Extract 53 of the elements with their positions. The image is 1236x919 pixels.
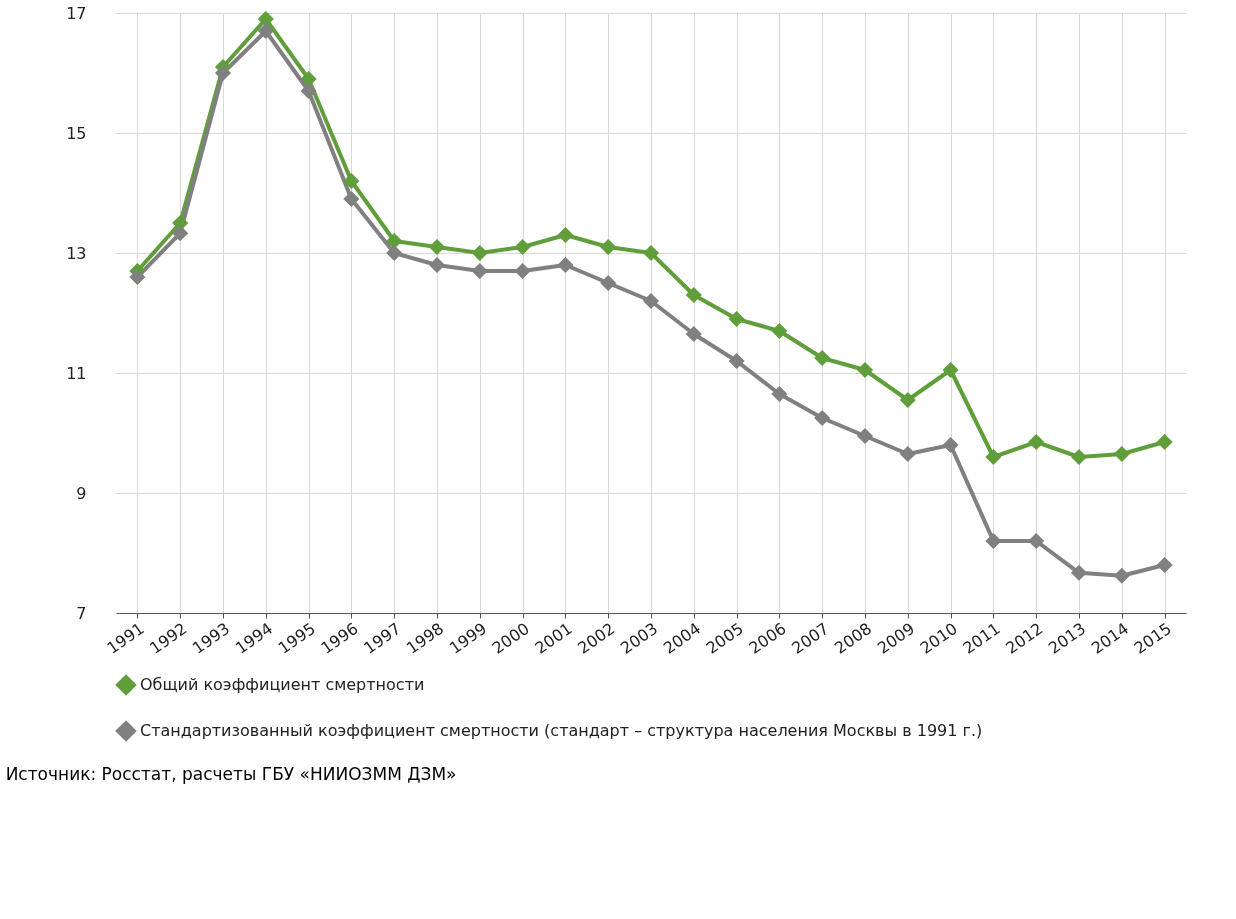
point bbox=[685, 286, 702, 304]
point bbox=[343, 190, 360, 208]
y-tick-label: 17 bbox=[66, 3, 87, 23]
point bbox=[728, 310, 745, 328]
point bbox=[1028, 433, 1045, 451]
point bbox=[899, 445, 916, 463]
point bbox=[428, 256, 446, 274]
point bbox=[343, 172, 360, 190]
y-tick-label: 11 bbox=[66, 363, 87, 383]
point bbox=[899, 391, 916, 409]
point bbox=[471, 262, 488, 280]
legend-label: Общий коэффициент смертности bbox=[140, 675, 425, 694]
point bbox=[1156, 556, 1173, 574]
point bbox=[257, 22, 274, 40]
point bbox=[600, 238, 617, 256]
text: Источник: Росстат, расчеты ГБУ «НИИОЗММ ДЗМ» bbox=[5, 764, 457, 784]
point bbox=[600, 274, 617, 292]
point bbox=[1070, 448, 1088, 466]
point bbox=[428, 238, 446, 256]
point bbox=[985, 532, 1002, 550]
y-tick-label: 13 bbox=[66, 243, 87, 263]
y-tick-label: 9 bbox=[76, 483, 87, 503]
point bbox=[1156, 433, 1173, 451]
point bbox=[471, 244, 488, 262]
legend-label: Стандартизованный коэффициент смертности (стандарт – структура населения Москвы в 1991 г.) bbox=[140, 721, 983, 740]
point bbox=[514, 238, 531, 256]
point bbox=[172, 225, 189, 242]
point bbox=[1113, 445, 1130, 463]
y-tick-label: 15 bbox=[66, 123, 87, 143]
y-tick-label: 7 bbox=[76, 603, 87, 623]
point bbox=[985, 448, 1002, 466]
point bbox=[642, 244, 660, 262]
point bbox=[1070, 564, 1088, 581]
point bbox=[771, 322, 788, 340]
point bbox=[771, 385, 788, 403]
point bbox=[557, 256, 574, 274]
point bbox=[814, 349, 831, 367]
point bbox=[557, 226, 574, 244]
point bbox=[814, 409, 831, 427]
point bbox=[300, 82, 317, 100]
point bbox=[386, 244, 403, 262]
point bbox=[514, 262, 531, 280]
point bbox=[685, 325, 702, 343]
point bbox=[642, 292, 660, 310]
point bbox=[129, 268, 146, 286]
point bbox=[214, 64, 232, 82]
point bbox=[1113, 567, 1130, 584]
point bbox=[856, 361, 874, 379]
point bbox=[942, 361, 959, 379]
point bbox=[728, 352, 745, 370]
point bbox=[1028, 532, 1045, 550]
point bbox=[856, 427, 874, 445]
point bbox=[942, 436, 959, 454]
